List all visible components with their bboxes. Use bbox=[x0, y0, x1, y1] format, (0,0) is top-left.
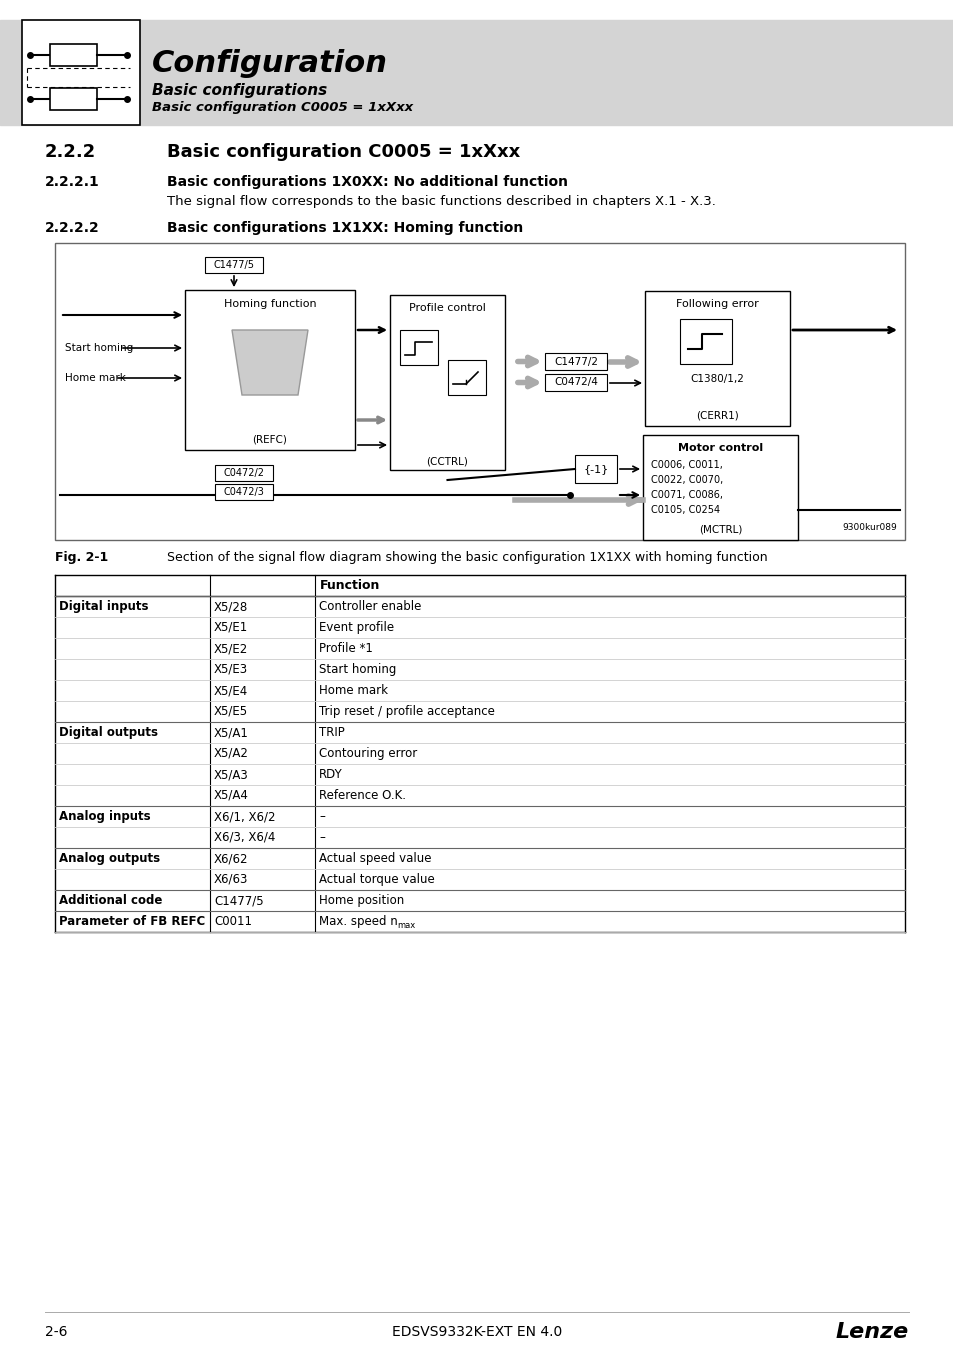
Text: C1477/2: C1477/2 bbox=[554, 356, 598, 366]
Text: X6/3, X6/4: X6/3, X6/4 bbox=[213, 832, 275, 844]
Text: C1477/5: C1477/5 bbox=[213, 261, 254, 270]
Text: Controller enable: Controller enable bbox=[318, 599, 421, 613]
Text: X6/63: X6/63 bbox=[213, 873, 248, 886]
Text: C0022, C0070,: C0022, C0070, bbox=[650, 475, 722, 485]
Text: Basic configurations 1X0XX: No additional function: Basic configurations 1X0XX: No additiona… bbox=[167, 176, 567, 189]
Bar bbox=[50, 45, 97, 66]
Text: Basic configuration C0005 = 1xXxx: Basic configuration C0005 = 1xXxx bbox=[167, 143, 519, 161]
Bar bbox=[390, 296, 504, 470]
Text: max: max bbox=[396, 921, 415, 930]
Text: Homing function: Homing function bbox=[223, 298, 316, 309]
Text: Section of the signal flow diagram showing the basic configuration 1X1XX with ho: Section of the signal flow diagram showi… bbox=[167, 552, 767, 564]
Bar bbox=[214, 485, 273, 500]
Bar bbox=[642, 435, 797, 540]
Bar bbox=[0, 20, 953, 126]
Text: C0472/3: C0472/3 bbox=[223, 487, 264, 497]
Text: C0071, C0086,: C0071, C0086, bbox=[650, 490, 722, 500]
Text: 2-6: 2-6 bbox=[45, 1324, 68, 1339]
Text: X5/28: X5/28 bbox=[213, 599, 248, 613]
Text: C0006, C0011,: C0006, C0011, bbox=[650, 460, 722, 470]
Text: Function: Function bbox=[319, 579, 380, 593]
Text: Reference O.K.: Reference O.K. bbox=[318, 788, 406, 802]
Text: Analog outputs: Analog outputs bbox=[59, 852, 160, 865]
Text: Analog inputs: Analog inputs bbox=[59, 810, 151, 824]
Text: Motor control: Motor control bbox=[678, 443, 762, 454]
Text: RDY: RDY bbox=[318, 768, 342, 782]
Bar bbox=[185, 290, 355, 450]
Text: X5/A2: X5/A2 bbox=[213, 747, 249, 760]
Text: Additional code: Additional code bbox=[59, 894, 162, 907]
Text: Home mark: Home mark bbox=[318, 684, 388, 697]
Text: –: – bbox=[318, 832, 325, 844]
Text: (CERR1): (CERR1) bbox=[696, 410, 739, 421]
Bar bbox=[644, 292, 789, 427]
Text: Profile control: Profile control bbox=[409, 302, 485, 313]
Bar bbox=[544, 352, 606, 370]
Text: Lenze: Lenze bbox=[835, 1322, 908, 1342]
Text: C0105, C0254: C0105, C0254 bbox=[650, 505, 720, 514]
Bar bbox=[50, 88, 97, 109]
Text: 2.2.2.1: 2.2.2.1 bbox=[45, 176, 100, 189]
Text: Start homing: Start homing bbox=[65, 343, 133, 352]
Bar bbox=[544, 374, 606, 392]
Text: 2.2.2: 2.2.2 bbox=[45, 143, 96, 161]
Text: C0472/4: C0472/4 bbox=[554, 378, 598, 387]
Text: EDSVS9332K-EXT EN 4.0: EDSVS9332K-EXT EN 4.0 bbox=[392, 1324, 561, 1339]
Text: 2.2.2.2: 2.2.2.2 bbox=[45, 221, 100, 235]
Text: X5/E3: X5/E3 bbox=[213, 663, 248, 676]
Text: (CCTRL): (CCTRL) bbox=[426, 456, 468, 466]
Polygon shape bbox=[232, 329, 308, 396]
Text: {-1}: {-1} bbox=[583, 464, 608, 474]
Text: Profile *1: Profile *1 bbox=[318, 643, 373, 655]
Text: Home position: Home position bbox=[318, 894, 404, 907]
Text: Digital inputs: Digital inputs bbox=[59, 599, 149, 613]
Text: X5/E4: X5/E4 bbox=[213, 684, 248, 697]
Text: X6/1, X6/2: X6/1, X6/2 bbox=[213, 810, 275, 824]
Text: C0472/2: C0472/2 bbox=[223, 468, 264, 478]
Text: X5/E1: X5/E1 bbox=[213, 621, 248, 634]
Text: (REFC): (REFC) bbox=[253, 435, 287, 446]
Bar bbox=[575, 455, 617, 483]
Bar bbox=[205, 256, 263, 273]
Text: Contouring error: Contouring error bbox=[318, 747, 416, 760]
Text: Actual torque value: Actual torque value bbox=[318, 873, 435, 886]
Text: 9300kur089: 9300kur089 bbox=[841, 522, 896, 532]
Bar bbox=[448, 360, 485, 396]
Text: X5/A4: X5/A4 bbox=[213, 788, 249, 802]
Text: Configuration: Configuration bbox=[152, 49, 388, 77]
Text: Basic configurations: Basic configurations bbox=[152, 82, 327, 97]
Text: X5/E5: X5/E5 bbox=[213, 705, 248, 718]
Text: Parameter of FB REFC: Parameter of FB REFC bbox=[59, 915, 205, 927]
Text: Digital outputs: Digital outputs bbox=[59, 726, 158, 738]
Text: X5/A3: X5/A3 bbox=[213, 768, 249, 782]
Text: X6/62: X6/62 bbox=[213, 852, 248, 865]
Bar bbox=[399, 329, 437, 364]
Bar bbox=[22, 20, 140, 126]
Text: Max. speed n: Max. speed n bbox=[318, 915, 397, 927]
Bar bbox=[55, 243, 904, 540]
Text: TRIP: TRIP bbox=[318, 726, 344, 738]
Text: X5/E2: X5/E2 bbox=[213, 643, 248, 655]
Text: Following error: Following error bbox=[676, 298, 758, 309]
Text: C0011: C0011 bbox=[213, 915, 252, 927]
Text: Actual speed value: Actual speed value bbox=[318, 852, 431, 865]
Text: The signal flow corresponds to the basic functions described in chapters X.1 - X: The signal flow corresponds to the basic… bbox=[167, 196, 715, 208]
Bar bbox=[679, 319, 731, 364]
Bar bbox=[214, 464, 273, 481]
Text: Home mark: Home mark bbox=[65, 373, 126, 383]
Text: C1380/1,2: C1380/1,2 bbox=[690, 374, 743, 383]
Text: (MCTRL): (MCTRL) bbox=[699, 525, 741, 535]
Text: Basic configuration C0005 = 1xXxx: Basic configuration C0005 = 1xXxx bbox=[152, 101, 413, 115]
Text: Start homing: Start homing bbox=[318, 663, 395, 676]
Text: C1477/5: C1477/5 bbox=[213, 894, 263, 907]
Text: Event profile: Event profile bbox=[318, 621, 394, 634]
Text: –: – bbox=[318, 810, 325, 824]
Text: X5/A1: X5/A1 bbox=[213, 726, 249, 738]
Text: Basic configurations 1X1XX: Homing function: Basic configurations 1X1XX: Homing funct… bbox=[167, 221, 522, 235]
Text: Trip reset / profile acceptance: Trip reset / profile acceptance bbox=[318, 705, 495, 718]
Text: Fig. 2-1: Fig. 2-1 bbox=[55, 552, 108, 564]
